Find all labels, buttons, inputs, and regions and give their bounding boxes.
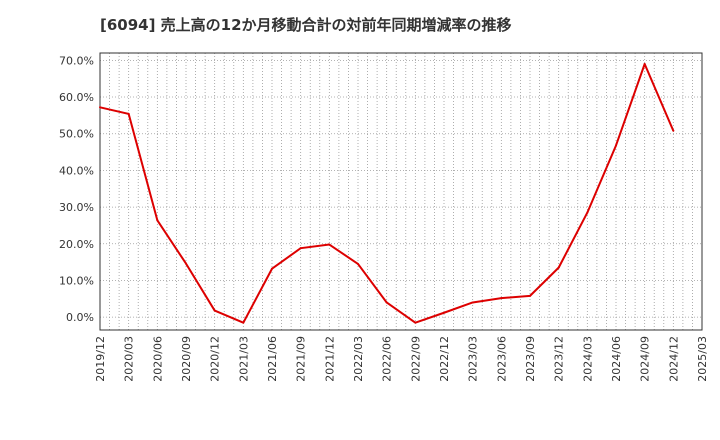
x-tick-label: 2021/12 bbox=[323, 336, 336, 382]
y-axis-tick-labels: 0.0% 10.0% 20.0% 30.0% 40.0% 50.0% 60.0% 70.0% bbox=[59, 54, 94, 324]
x-tick-label: 2023/06 bbox=[495, 336, 508, 382]
x-tick-label: 2021/06 bbox=[266, 336, 279, 382]
y-tick-label: 20.0% bbox=[59, 238, 94, 251]
y-tick-label: 50.0% bbox=[59, 128, 94, 141]
data-point bbox=[500, 297, 503, 300]
plot-frame bbox=[99, 52, 703, 331]
x-tick-label: 2021/09 bbox=[295, 336, 308, 382]
x-tick-label: 2021/03 bbox=[237, 336, 250, 382]
data-point bbox=[443, 311, 445, 314]
x-axis-tick-labels: 2019/12 2020/03 2020/06 2020/09 2020/12 2021/… bbox=[94, 336, 709, 382]
data-point bbox=[156, 219, 159, 222]
x-tick-label: 2023/12 bbox=[553, 336, 566, 382]
x-tick-label: 2022/09 bbox=[409, 336, 422, 382]
x-tick-label: 2023/09 bbox=[524, 336, 537, 382]
x-tick-label: 2020/12 bbox=[209, 336, 222, 382]
horizontal-gridlines bbox=[100, 59, 702, 318]
x-tick-label: 2025/03 bbox=[696, 336, 709, 382]
data-point bbox=[127, 112, 130, 115]
series-line bbox=[99, 63, 675, 324]
x-tick-label: 2020/06 bbox=[151, 336, 164, 382]
x-tick-label: 2019/12 bbox=[94, 336, 107, 382]
data-point bbox=[299, 247, 302, 250]
data-point bbox=[385, 301, 388, 304]
y-tick-label: 10.0% bbox=[59, 274, 94, 287]
y-tick-label: 0.0% bbox=[66, 311, 94, 324]
data-point bbox=[471, 301, 474, 304]
y-tick-label: 40.0% bbox=[59, 164, 94, 177]
data-point bbox=[586, 211, 589, 214]
series-group bbox=[99, 63, 675, 324]
data-point bbox=[357, 262, 359, 265]
data-point bbox=[643, 63, 646, 66]
x-tick-label: 2024/06 bbox=[610, 336, 623, 382]
data-point bbox=[99, 106, 101, 109]
data-point bbox=[213, 309, 216, 312]
data-point bbox=[672, 129, 675, 132]
x-tick-label: 2020/09 bbox=[180, 336, 193, 382]
vertical-gridlines bbox=[109, 53, 693, 330]
x-tick-label: 2024/09 bbox=[639, 336, 652, 382]
data-point bbox=[185, 262, 187, 265]
x-tick-label: 2022/12 bbox=[438, 336, 451, 382]
x-tick-label: 2022/06 bbox=[381, 336, 394, 382]
x-tick-label: 2023/03 bbox=[467, 336, 480, 382]
data-point bbox=[328, 243, 331, 246]
y-tick-label: 30.0% bbox=[59, 201, 94, 214]
y-tick-label: 70.0% bbox=[59, 54, 94, 67]
data-point bbox=[529, 294, 531, 297]
chart-title: [6094] 売上高の12か月移動合計の対前年同期増減率の推移 bbox=[100, 16, 512, 34]
data-point bbox=[242, 321, 245, 324]
data-point bbox=[271, 267, 273, 270]
data-point bbox=[557, 266, 560, 269]
x-tick-label: 2024/12 bbox=[667, 336, 680, 382]
x-tick-label: 2020/03 bbox=[123, 336, 136, 382]
data-point bbox=[615, 144, 617, 147]
y-tick-label: 60.0% bbox=[59, 91, 94, 104]
data-point bbox=[414, 321, 417, 324]
x-tick-label: 2022/03 bbox=[352, 336, 365, 382]
x-tick-label: 2024/03 bbox=[581, 336, 594, 382]
